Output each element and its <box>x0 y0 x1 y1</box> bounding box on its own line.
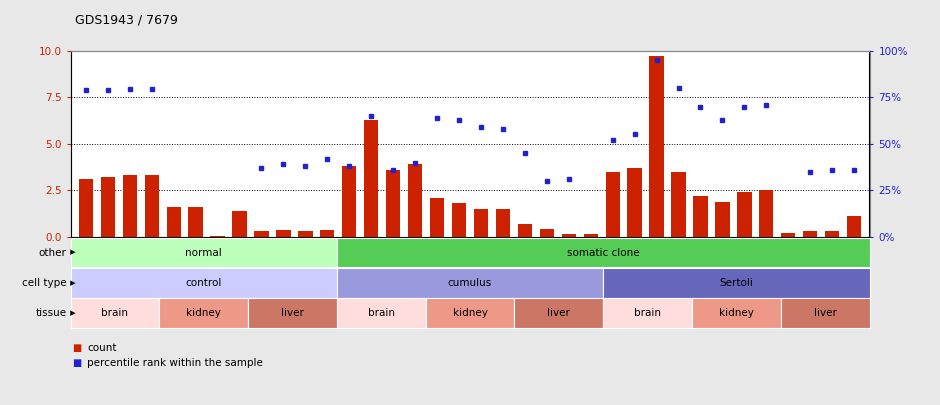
Bar <box>561 234 576 237</box>
Bar <box>760 190 774 237</box>
Text: kidney: kidney <box>452 308 488 318</box>
Bar <box>495 209 510 237</box>
Text: percentile rank within the sample: percentile rank within the sample <box>87 358 263 368</box>
Bar <box>474 209 488 237</box>
Text: ■: ■ <box>72 358 82 368</box>
Bar <box>189 207 203 237</box>
Text: other: other <box>39 247 67 258</box>
Bar <box>255 231 269 237</box>
Text: ▶: ▶ <box>68 280 75 286</box>
Bar <box>145 175 159 237</box>
Text: count: count <box>87 343 117 353</box>
Bar <box>715 202 729 237</box>
Bar <box>671 172 685 237</box>
Text: GDS1943 / 7679: GDS1943 / 7679 <box>75 13 178 26</box>
Bar <box>540 230 554 237</box>
Text: ▶: ▶ <box>68 310 75 316</box>
Text: ■: ■ <box>72 343 82 353</box>
Bar <box>408 164 422 237</box>
Text: somatic clone: somatic clone <box>567 247 639 258</box>
Bar <box>321 230 335 237</box>
Bar <box>847 216 861 237</box>
Bar <box>584 234 598 237</box>
Bar <box>452 203 466 237</box>
Bar <box>298 231 312 237</box>
Bar <box>276 230 290 237</box>
Bar <box>737 192 751 237</box>
Text: kidney: kidney <box>719 308 754 318</box>
Bar <box>342 166 356 237</box>
Text: liver: liver <box>814 308 837 318</box>
Text: liver: liver <box>547 308 571 318</box>
Bar <box>430 198 445 237</box>
Text: Sertoli: Sertoli <box>719 278 753 288</box>
Bar <box>650 56 664 237</box>
Text: ▶: ▶ <box>68 249 75 256</box>
Bar <box>386 170 400 237</box>
Bar <box>166 207 180 237</box>
Bar <box>628 168 642 237</box>
Bar <box>803 231 818 237</box>
Bar <box>122 175 137 237</box>
Bar <box>364 119 379 237</box>
Text: tissue: tissue <box>36 308 67 318</box>
Bar <box>232 211 246 237</box>
Text: liver: liver <box>281 308 304 318</box>
Text: brain: brain <box>368 308 395 318</box>
Text: control: control <box>185 278 222 288</box>
Bar <box>211 236 225 237</box>
Bar <box>518 224 532 237</box>
Text: cumulus: cumulus <box>447 278 493 288</box>
Text: kidney: kidney <box>186 308 221 318</box>
Bar <box>694 196 708 237</box>
Bar <box>79 179 93 237</box>
Text: brain: brain <box>634 308 661 318</box>
Bar <box>605 172 619 237</box>
Text: normal: normal <box>185 247 222 258</box>
Bar <box>781 233 795 237</box>
Bar <box>825 231 839 237</box>
Bar <box>101 177 115 237</box>
Text: brain: brain <box>102 308 129 318</box>
Text: cell type: cell type <box>23 278 67 288</box>
